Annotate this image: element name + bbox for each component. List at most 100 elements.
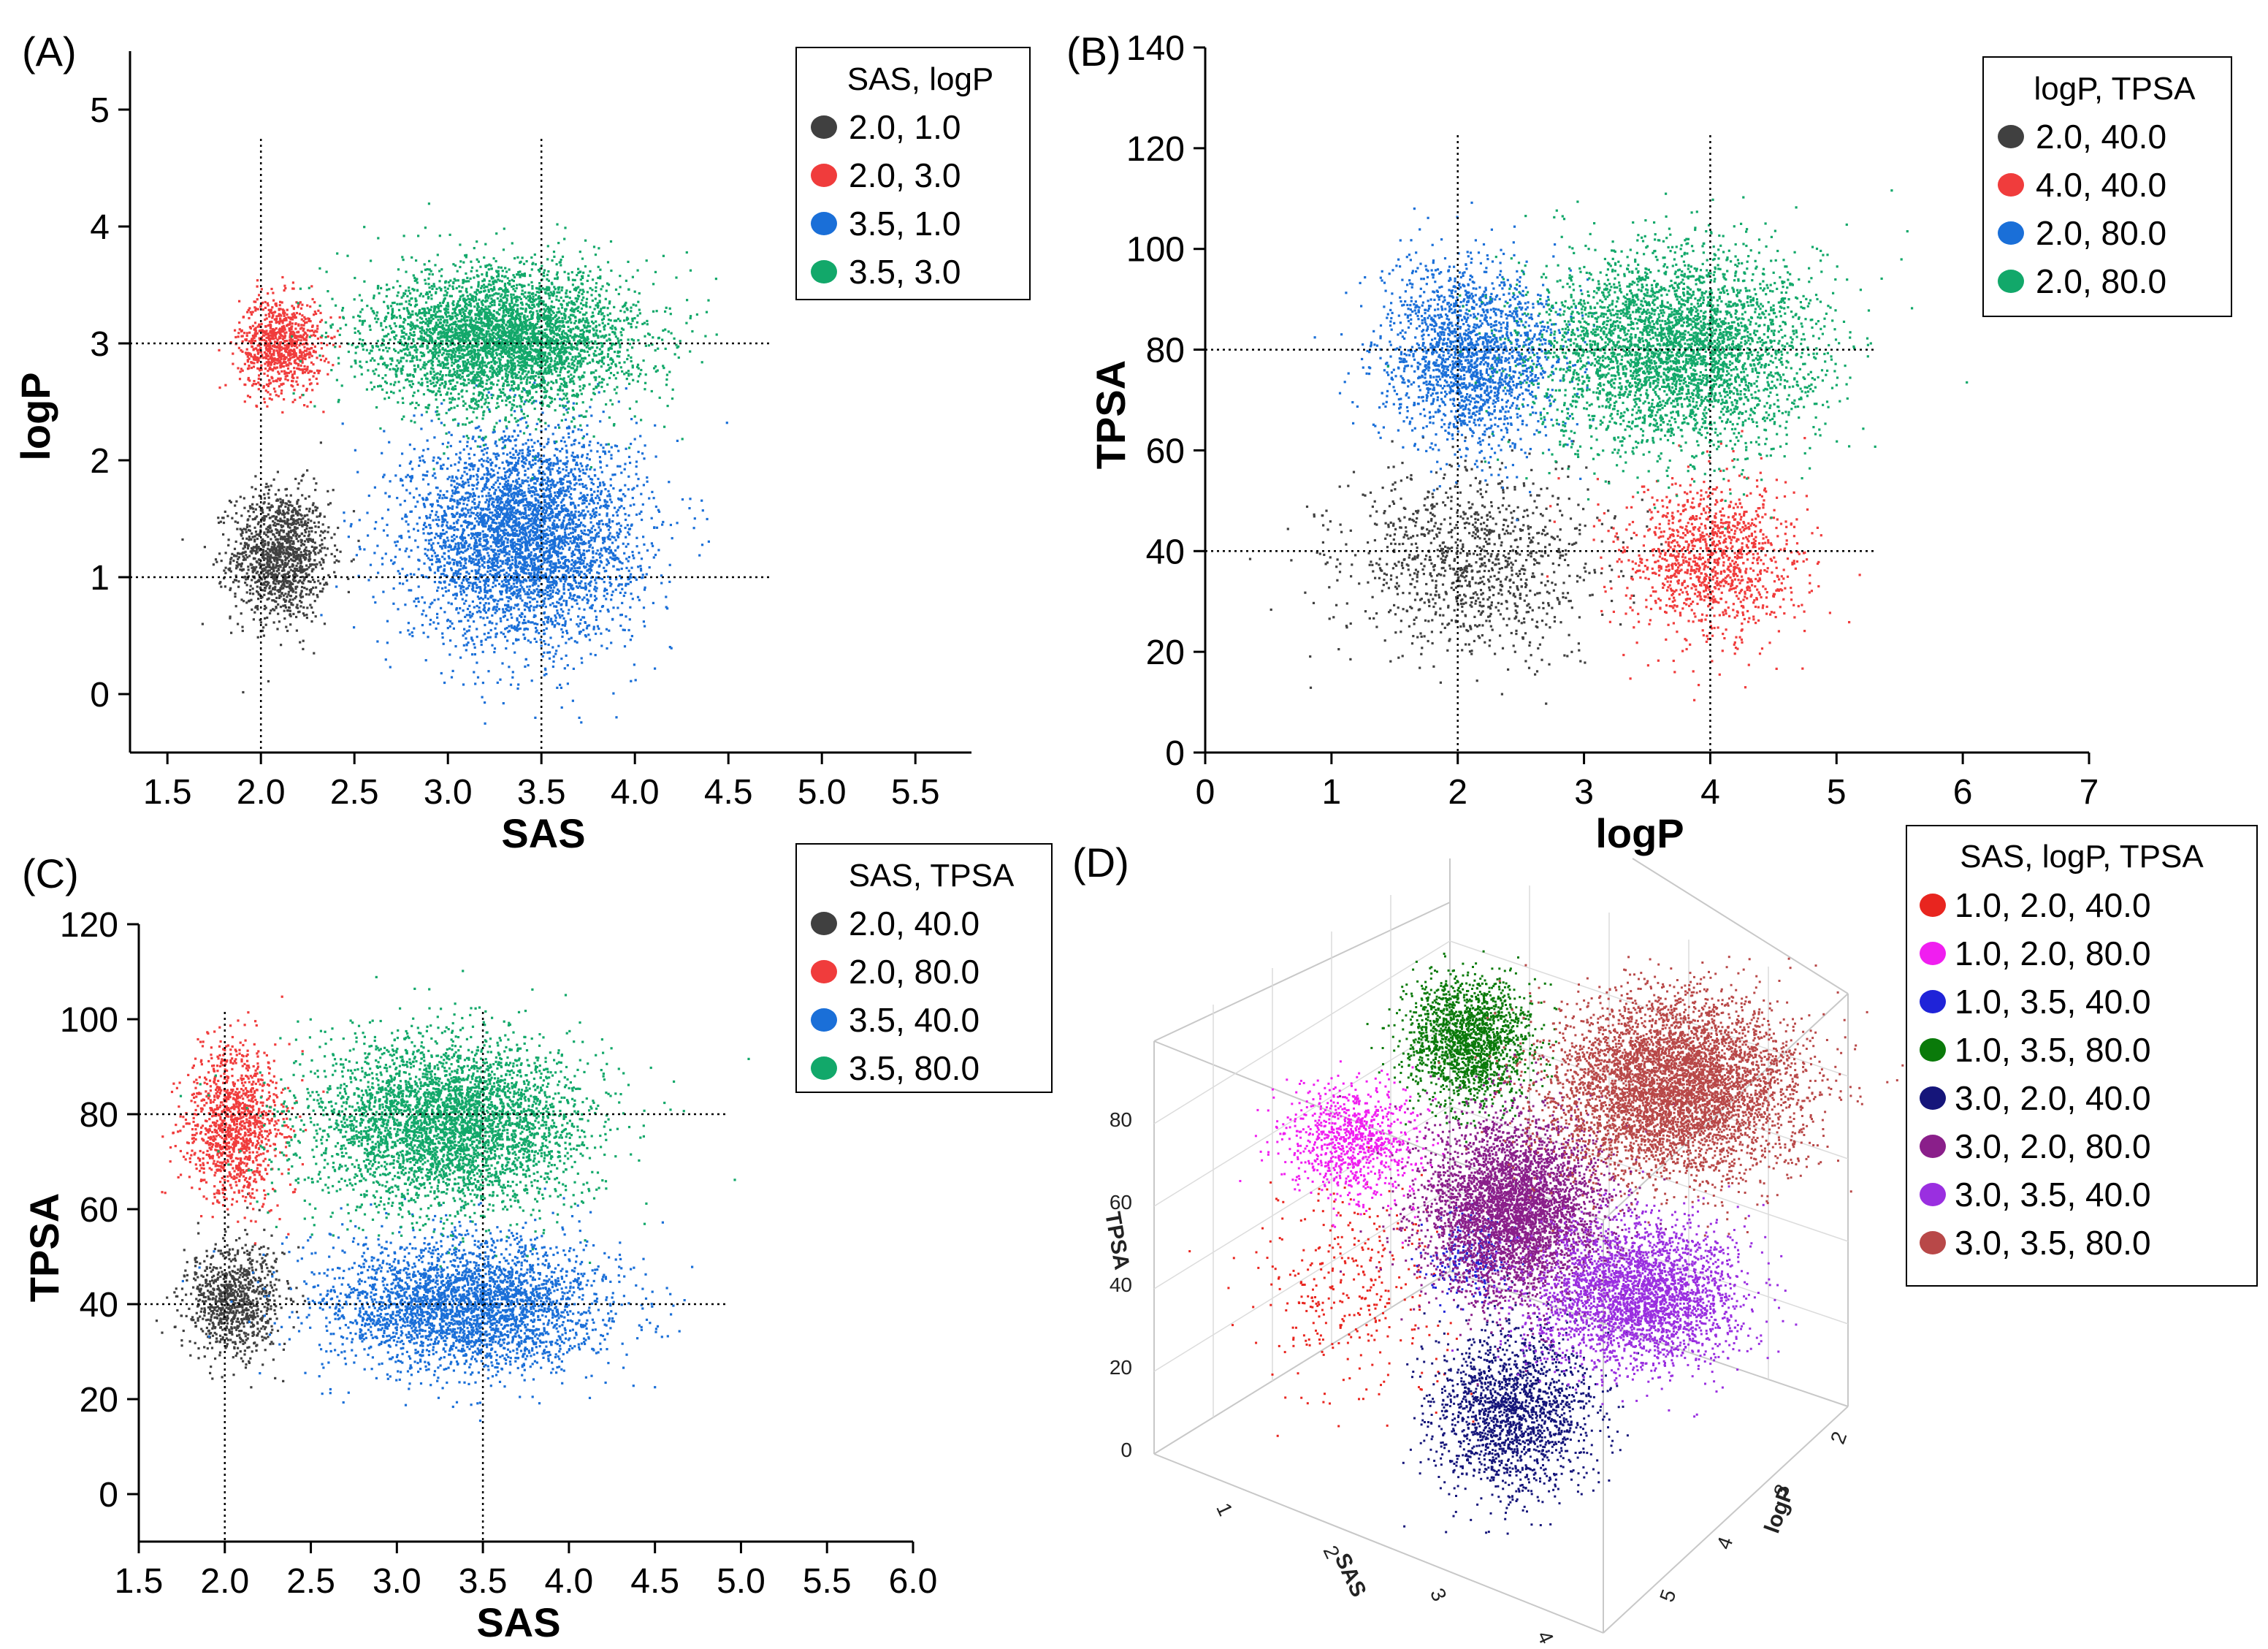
data-point	[237, 367, 240, 370]
data-point	[281, 544, 284, 547]
data-point	[275, 579, 278, 583]
data-point	[277, 542, 280, 545]
data-point	[622, 492, 625, 496]
data-point	[523, 560, 526, 564]
data-point	[576, 543, 579, 546]
data-point	[262, 563, 265, 567]
data-point	[304, 353, 307, 356]
data-point	[381, 452, 383, 454]
data-point	[309, 353, 312, 356]
series-1-points	[181, 441, 360, 694]
data-point	[513, 651, 516, 654]
data-point	[280, 503, 283, 506]
data-point	[314, 530, 317, 534]
data-point	[247, 565, 250, 568]
data-point	[289, 343, 292, 346]
data-point	[424, 538, 427, 541]
data-point	[271, 369, 275, 372]
data-point	[274, 303, 277, 306]
data-point	[310, 545, 313, 548]
data-point	[285, 585, 288, 588]
data-point	[308, 527, 311, 530]
data-point	[285, 494, 288, 497]
data-point	[276, 519, 279, 522]
data-point	[552, 533, 555, 536]
data-point	[302, 554, 305, 557]
data-point	[582, 471, 585, 475]
data-point	[538, 604, 541, 607]
data-point	[319, 311, 322, 314]
data-point	[295, 311, 298, 315]
data-point	[296, 603, 299, 606]
data-point	[535, 576, 538, 579]
data-point	[573, 439, 576, 442]
data-point	[476, 611, 478, 614]
data-point	[476, 534, 478, 537]
data-point	[462, 483, 465, 486]
data-point	[474, 440, 477, 443]
data-point	[256, 308, 259, 311]
data-point	[305, 332, 308, 335]
data-point	[278, 507, 280, 510]
data-point	[286, 595, 289, 598]
data-point	[538, 632, 541, 635]
data-point	[454, 487, 457, 490]
data-point	[625, 584, 627, 587]
data-point	[283, 357, 286, 360]
data-point	[503, 506, 505, 509]
data-point	[327, 530, 329, 533]
data-point	[250, 538, 253, 541]
data-point	[276, 509, 279, 512]
data-point	[516, 533, 519, 536]
data-point	[433, 436, 436, 439]
data-point	[386, 523, 389, 526]
data-point	[506, 531, 509, 534]
data-point	[293, 355, 296, 359]
data-point	[291, 333, 294, 336]
data-point	[491, 644, 494, 647]
data-point	[312, 568, 315, 571]
data-point	[529, 565, 532, 568]
data-point	[481, 650, 484, 653]
data-point	[509, 484, 513, 487]
data-point	[245, 584, 248, 587]
data-point	[579, 582, 581, 584]
data-point	[603, 483, 606, 486]
data-point	[592, 552, 595, 555]
data-point	[443, 538, 446, 541]
data-point	[295, 547, 298, 551]
data-point	[567, 432, 570, 435]
data-point	[338, 345, 341, 348]
data-point	[242, 555, 245, 558]
data-point	[291, 341, 294, 344]
data-point	[454, 514, 457, 517]
data-point	[505, 580, 508, 584]
data-point	[267, 335, 270, 338]
data-point	[308, 378, 311, 381]
data-point	[277, 554, 280, 557]
data-point	[443, 494, 446, 497]
data-point	[610, 446, 613, 449]
data-point	[492, 541, 495, 544]
data-point	[295, 340, 298, 343]
data-point	[265, 361, 268, 364]
data-point	[562, 583, 565, 586]
data-point	[276, 357, 280, 361]
data-point	[568, 436, 570, 439]
data-point	[633, 503, 635, 506]
data-point	[304, 497, 307, 500]
data-point	[290, 587, 293, 590]
data-point	[313, 345, 316, 348]
data-point	[315, 586, 318, 589]
data-point	[324, 537, 327, 540]
data-point	[269, 584, 272, 587]
data-point	[448, 653, 451, 656]
data-point	[301, 361, 304, 364]
data-point	[587, 510, 589, 513]
data-point	[272, 331, 275, 334]
data-point	[383, 430, 386, 433]
data-point	[306, 329, 309, 332]
data-point	[314, 506, 317, 509]
data-point	[266, 332, 269, 335]
data-point	[297, 364, 299, 367]
